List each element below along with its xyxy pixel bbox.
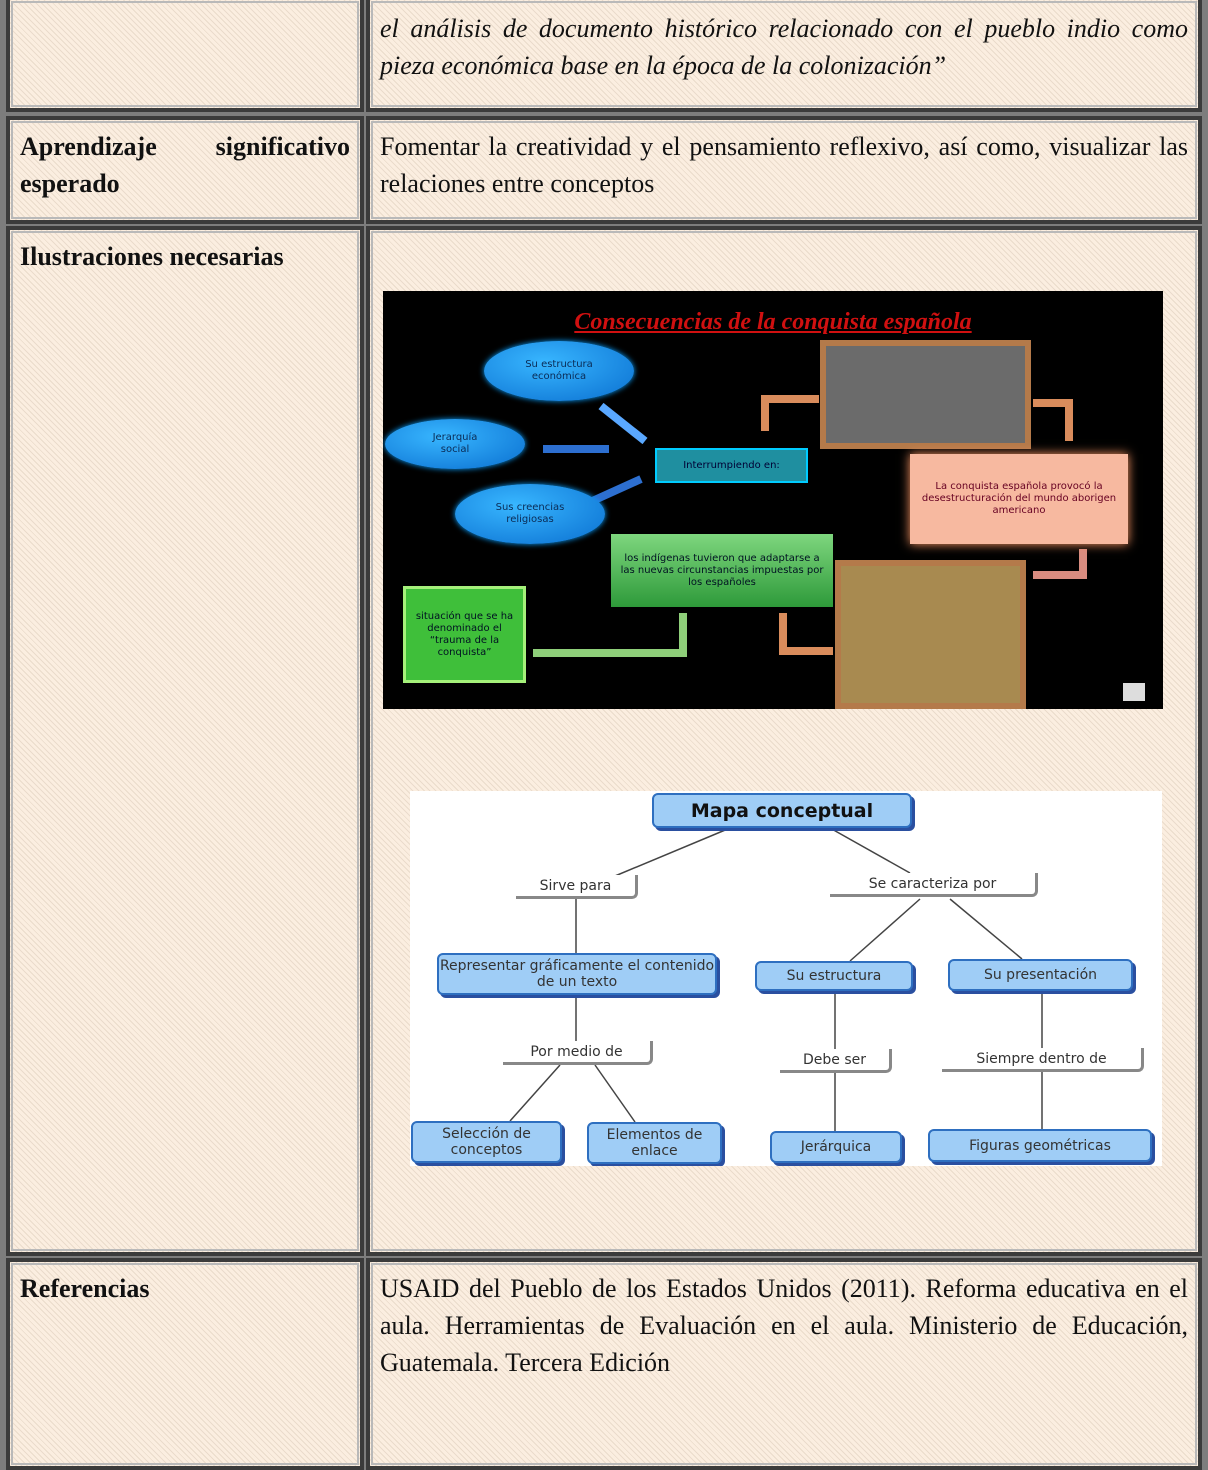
- connector: [614, 827, 731, 877]
- node: Elementos de enlace: [587, 1122, 722, 1164]
- cell-text: USAID del Pueblo de los Estados Unidos (…: [380, 1274, 1188, 1377]
- row-label: Aprendizaje significativo esperado: [20, 132, 350, 198]
- arrow: [1033, 549, 1087, 579]
- connector: [849, 898, 921, 962]
- arrow: [533, 613, 687, 657]
- table-cell: Referencias: [6, 1258, 364, 1470]
- link-label: Se caracteriza por: [830, 873, 1038, 897]
- arrow: [598, 402, 648, 445]
- node: Su presentación: [948, 959, 1133, 991]
- node: situación que se ha denominado el “traum…: [403, 586, 526, 683]
- node: Figuras geométricas: [928, 1129, 1152, 1162]
- link-label: Debe ser: [780, 1049, 892, 1073]
- icon: [1123, 683, 1145, 701]
- table-cell: Aprendizaje significativo esperado: [6, 116, 364, 224]
- connector: [509, 1064, 561, 1122]
- illustration-title: Mapa conceptual: [652, 793, 912, 828]
- arrow: [1033, 399, 1073, 441]
- cell-text: el análisis de documento histórico relac…: [380, 14, 1188, 80]
- arrow: [761, 395, 819, 431]
- table-cell: el análisis de documento histórico relac…: [366, 0, 1202, 112]
- table-cell: Ilustraciones necesarias: [6, 226, 364, 1256]
- photo: [835, 560, 1026, 709]
- node: Sus creencias religiosas: [455, 484, 605, 544]
- illustration: Consecuencias de la conquista española S…: [383, 291, 1163, 709]
- illustration: Mapa conceptual Sirve para Se caracteriz…: [410, 791, 1162, 1166]
- table-cell: [6, 0, 364, 112]
- row-label: Ilustraciones necesarias: [20, 242, 284, 271]
- link-label: Siempre dentro de: [942, 1048, 1144, 1072]
- node: Jerárquica: [770, 1131, 902, 1163]
- photo: [820, 340, 1031, 449]
- node: Interrumpiendo en:: [655, 448, 808, 483]
- row-label: Referencias: [20, 1274, 150, 1303]
- node: los indígenas tuvieron que adaptarse a l…: [611, 534, 833, 607]
- connectors: [509, 827, 1043, 1131]
- node: Su estructura económica: [484, 341, 634, 401]
- node: Jerarquía social: [385, 419, 525, 469]
- illustration-title: Consecuencias de la conquista española: [574, 309, 972, 335]
- connector: [829, 827, 911, 874]
- link-label: Por medio de: [503, 1041, 653, 1065]
- table-cell: Fomentar la creatividad y el pensamiento…: [366, 116, 1202, 224]
- arrows: [533, 340, 1145, 709]
- node: La conquista española provocó la desestr…: [910, 454, 1128, 544]
- cell-text: Fomentar la creatividad y el pensamiento…: [380, 132, 1188, 198]
- node: Representar gráficamente el contenido de…: [437, 953, 717, 995]
- link-label: Sirve para: [516, 875, 638, 899]
- arrow: [779, 613, 833, 655]
- table-cell: USAID del Pueblo de los Estados Unidos (…: [366, 1258, 1202, 1470]
- connector: [594, 1064, 636, 1123]
- connector: [949, 898, 1023, 960]
- node: Su estructura: [755, 961, 913, 991]
- node: Selección de conceptos: [411, 1121, 562, 1163]
- arrow: [586, 475, 643, 507]
